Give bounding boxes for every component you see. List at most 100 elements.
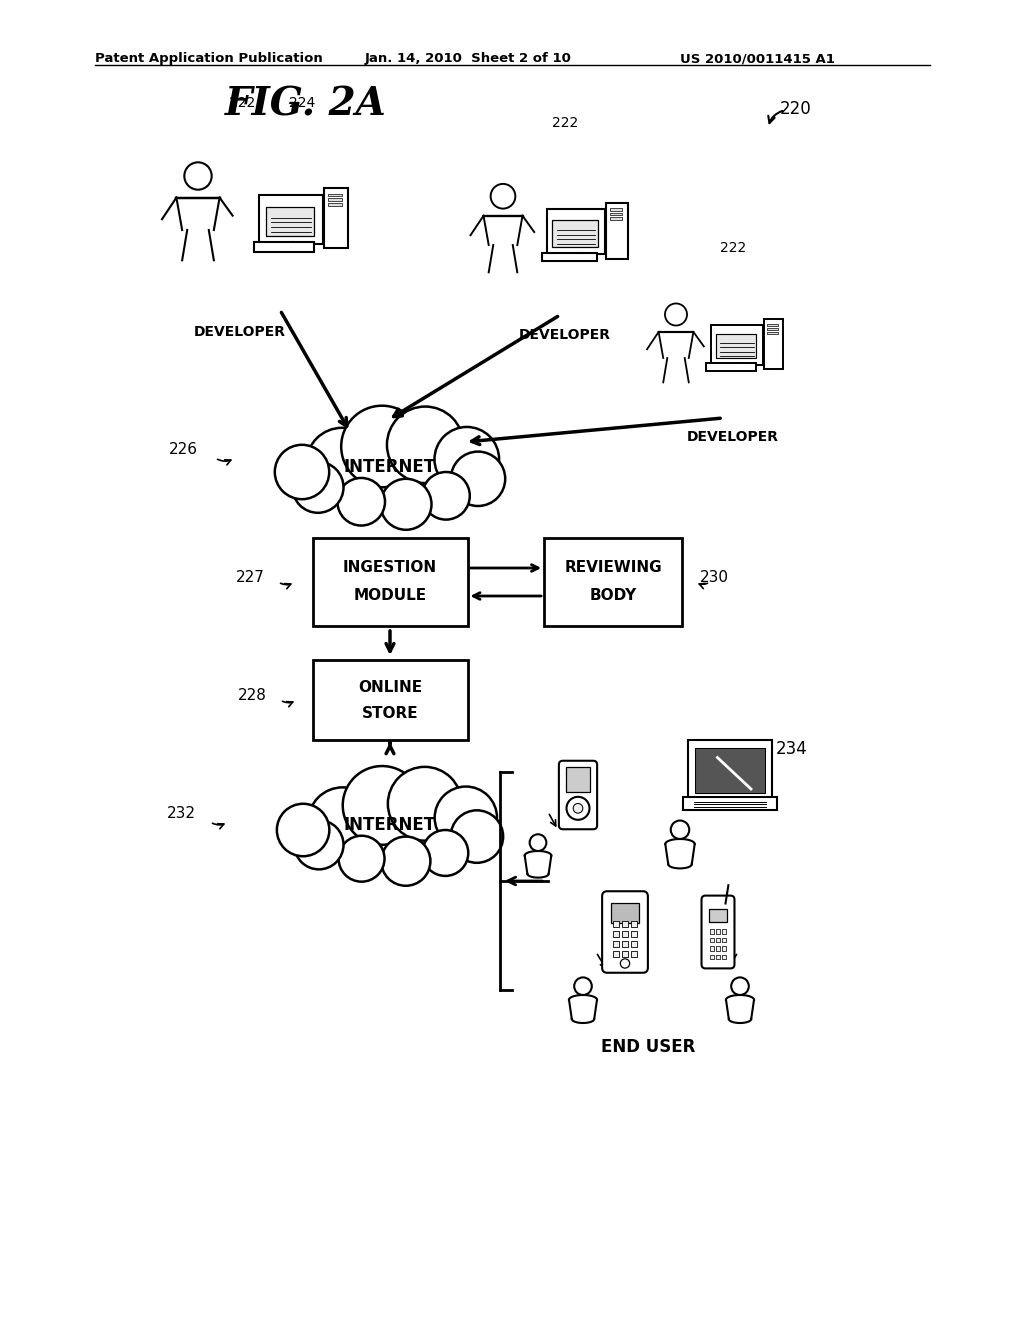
Text: 227: 227 [237,569,265,585]
Bar [610,213,623,215]
Circle shape [381,479,431,529]
Text: DEVELOPER: DEVELOPER [194,325,286,339]
Bar [544,539,682,626]
Text: Jan. 14, 2010  Sheet 2 of 10: Jan. 14, 2010 Sheet 2 of 10 [365,51,571,65]
Text: BODY: BODY [590,589,637,603]
Text: DEVELOPER: DEVELOPER [519,327,611,342]
Circle shape [274,445,329,499]
Bar [611,903,639,924]
Text: INTERNET: INTERNET [344,816,436,834]
Bar [612,950,618,957]
Circle shape [422,473,470,520]
Bar [622,950,628,957]
Bar [722,929,726,935]
Circle shape [665,304,687,326]
Bar [711,325,763,364]
Circle shape [574,977,592,995]
Bar [553,220,598,247]
Circle shape [671,821,689,840]
FancyBboxPatch shape [701,895,734,969]
Circle shape [529,834,547,851]
Bar [631,921,637,927]
Bar [254,242,314,252]
Circle shape [341,405,423,487]
Bar [329,194,342,197]
Bar [329,198,342,201]
Bar [722,937,726,942]
Bar [707,363,756,371]
Circle shape [308,787,377,857]
Circle shape [566,797,590,820]
Circle shape [451,810,503,863]
Bar [612,921,618,927]
Circle shape [276,804,330,857]
Circle shape [490,183,515,209]
Bar [768,327,778,330]
Bar [710,929,714,935]
Bar [709,909,727,923]
Text: DEVELOPER: DEVELOPER [687,430,779,444]
Bar [542,252,597,261]
Bar [722,954,726,960]
Bar [547,209,605,255]
Text: 224: 224 [289,96,315,110]
Bar [324,189,347,248]
Circle shape [434,787,497,849]
Bar [259,194,323,244]
Circle shape [573,804,583,813]
Circle shape [451,451,505,506]
Circle shape [422,830,468,876]
Bar [716,929,720,935]
Bar [716,946,720,950]
Text: 232: 232 [167,807,196,821]
Text: 220: 220 [780,100,812,117]
Circle shape [184,162,212,190]
Bar [631,941,637,946]
Bar [566,767,590,792]
Text: MODULE: MODULE [353,589,427,603]
Bar [329,203,342,206]
Circle shape [731,977,749,995]
Bar [716,954,720,960]
Text: REVIEWING: REVIEWING [564,561,662,576]
Text: US 2010/0011415 A1: US 2010/0011415 A1 [680,51,835,65]
Text: 222: 222 [229,96,255,110]
Circle shape [434,426,499,491]
Bar [312,660,468,741]
Text: 234: 234 [776,741,808,758]
Text: ONLINE: ONLINE [358,680,422,694]
Bar [710,937,714,942]
Text: FIG. 2A: FIG. 2A [225,84,387,123]
Bar [688,741,772,800]
Circle shape [306,428,378,499]
Circle shape [339,836,385,882]
Bar [610,209,623,211]
Circle shape [381,837,430,886]
Bar [722,946,726,950]
Bar [768,323,778,326]
Bar [683,797,777,810]
Bar [265,207,314,235]
Bar [622,931,628,937]
Text: 222: 222 [720,242,746,255]
Text: INGESTION: INGESTION [343,561,437,576]
Bar [610,216,623,219]
Circle shape [387,407,464,483]
Bar [631,950,637,957]
Bar [312,539,468,626]
Text: 226: 226 [169,442,198,458]
Bar [710,954,714,960]
Bar [710,946,714,950]
Circle shape [621,958,630,968]
Text: INTERNET: INTERNET [344,458,436,477]
Bar [622,941,628,946]
FancyBboxPatch shape [559,760,597,829]
Circle shape [293,462,343,512]
Text: 228: 228 [239,688,267,702]
Bar [631,931,637,937]
Circle shape [343,766,422,845]
Bar [606,203,628,259]
Text: STORE: STORE [361,705,419,721]
FancyBboxPatch shape [602,891,648,973]
Text: END USER: END USER [601,1038,695,1056]
